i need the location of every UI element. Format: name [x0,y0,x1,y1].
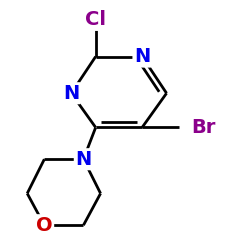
Text: N: N [63,84,79,103]
Text: N: N [75,150,92,169]
Text: O: O [36,216,53,235]
Text: N: N [134,47,150,66]
Text: Cl: Cl [85,10,106,29]
Text: Br: Br [191,118,216,137]
